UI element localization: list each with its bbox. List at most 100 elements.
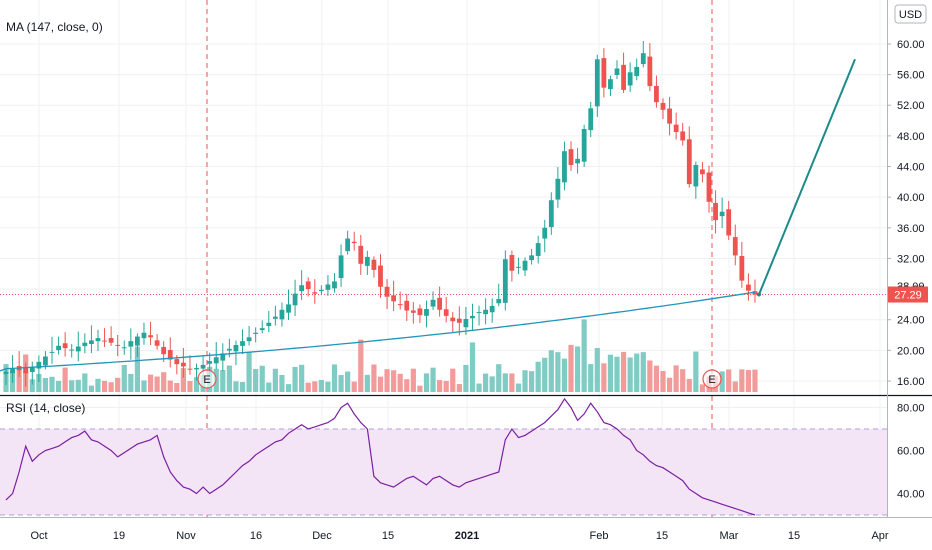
candle-body[interactable] — [121, 347, 127, 349]
candle-body[interactable] — [23, 367, 29, 374]
candle-body[interactable] — [673, 124, 679, 133]
candle-body[interactable] — [601, 58, 607, 88]
candle-body[interactable] — [568, 149, 574, 165]
candle-body[interactable] — [128, 341, 134, 347]
candle-body[interactable] — [562, 151, 567, 183]
candle-body[interactable] — [292, 293, 298, 306]
candle-body[interactable] — [135, 336, 140, 346]
candle-body[interactable] — [456, 318, 462, 323]
current-price-value[interactable]: 27.29 — [894, 290, 922, 302]
candle-body[interactable] — [654, 85, 659, 103]
candle-body[interactable] — [667, 108, 672, 124]
candle-body[interactable] — [647, 56, 653, 87]
candle-body[interactable] — [581, 128, 587, 162]
candle-body[interactable] — [69, 349, 75, 351]
candle-body[interactable] — [443, 309, 449, 316]
candle-body[interactable] — [608, 79, 613, 90]
current-price-badge[interactable] — [888, 286, 928, 303]
candle-body[interactable] — [588, 108, 594, 131]
candle-body[interactable] — [259, 328, 265, 331]
candle-body[interactable] — [693, 164, 699, 187]
candle-body[interactable] — [167, 350, 173, 360]
candle-body[interactable] — [726, 209, 732, 236]
candle-body[interactable] — [108, 338, 114, 343]
forecast-line[interactable] — [756, 58, 856, 297]
candle-body[interactable] — [430, 299, 436, 307]
forecast-trend-line[interactable] — [758, 58, 856, 295]
candle-body[interactable] — [496, 299, 502, 304]
currency-button[interactable]: USD — [894, 4, 927, 24]
candle-body[interactable] — [463, 318, 469, 328]
candle-body[interactable] — [180, 362, 186, 367]
candle-body[interactable] — [207, 361, 213, 364]
candle-body[interactable] — [509, 255, 515, 271]
candle-body[interactable] — [325, 284, 331, 290]
candle-body[interactable] — [187, 368, 193, 370]
candle-body[interactable] — [358, 245, 364, 264]
candle-body[interactable] — [75, 346, 81, 352]
earnings-marker[interactable] — [197, 369, 217, 389]
candle-body[interactable] — [424, 308, 429, 316]
candle-body[interactable] — [732, 237, 738, 256]
earnings-marker-label[interactable]: E — [203, 374, 210, 386]
candle-body[interactable] — [483, 309, 489, 315]
candle-body[interactable] — [706, 172, 712, 202]
candle-body[interactable] — [43, 356, 48, 366]
candle-body[interactable] — [621, 64, 626, 90]
candle-body[interactable] — [640, 53, 646, 65]
candle-body[interactable] — [680, 131, 686, 141]
candle-body[interactable] — [266, 322, 272, 327]
candle-body[interactable] — [10, 368, 15, 374]
candle-body[interactable] — [95, 338, 101, 342]
currency-label[interactable]: USD — [899, 9, 922, 21]
candle-body[interactable] — [489, 305, 495, 313]
candle-body[interactable] — [371, 259, 377, 270]
candle-body[interactable] — [594, 59, 600, 107]
candle-body[interactable] — [378, 265, 383, 287]
candle-body[interactable] — [470, 315, 475, 319]
candle-body[interactable] — [502, 259, 508, 303]
candle-body[interactable] — [174, 359, 180, 365]
candle-body[interactable] — [240, 341, 245, 346]
candle-body[interactable] — [312, 292, 318, 294]
rsi-legend[interactable]: RSI (14, close) — [6, 401, 85, 415]
candle-body[interactable] — [286, 304, 291, 313]
candle-body[interactable] — [56, 345, 61, 351]
candle-body[interactable] — [410, 310, 416, 313]
candle-body[interactable] — [384, 286, 390, 297]
candle-body[interactable] — [220, 353, 226, 361]
candle-body[interactable] — [391, 295, 397, 302]
candle-body[interactable] — [141, 332, 147, 339]
candle-body[interactable] — [555, 178, 561, 200]
candle-body[interactable] — [272, 316, 278, 319]
candle-body[interactable] — [700, 169, 705, 175]
candle-body[interactable] — [246, 337, 252, 342]
candle-body[interactable] — [437, 297, 443, 310]
candle-body[interactable] — [739, 256, 745, 281]
candle-body[interactable] — [115, 344, 121, 346]
candle-body[interactable] — [634, 66, 640, 77]
candle-body[interactable] — [279, 309, 285, 320]
candle-body[interactable] — [154, 340, 160, 346]
candle-body[interactable] — [345, 238, 351, 252]
candle-body[interactable] — [450, 317, 456, 322]
candle-body[interactable] — [200, 364, 206, 369]
candle-body[interactable] — [476, 312, 482, 314]
candle-body[interactable] — [305, 281, 311, 290]
earnings-marker-label[interactable]: E — [708, 374, 715, 386]
candle-body[interactable] — [148, 335, 153, 338]
candle-body[interactable] — [364, 256, 370, 266]
candle-body[interactable] — [548, 200, 554, 228]
candle-body[interactable] — [627, 72, 633, 86]
earnings-marker[interactable] — [702, 369, 722, 389]
candle-body[interactable] — [338, 255, 344, 279]
candle-body[interactable] — [351, 241, 357, 244]
candle-body[interactable] — [752, 291, 758, 295]
candle-body[interactable] — [332, 281, 337, 289]
candle-body[interactable] — [535, 243, 541, 256]
candle-body[interactable] — [713, 202, 718, 221]
candle-body[interactable] — [161, 346, 167, 355]
candle-body[interactable] — [3, 371, 9, 375]
candle-body[interactable] — [233, 344, 239, 352]
